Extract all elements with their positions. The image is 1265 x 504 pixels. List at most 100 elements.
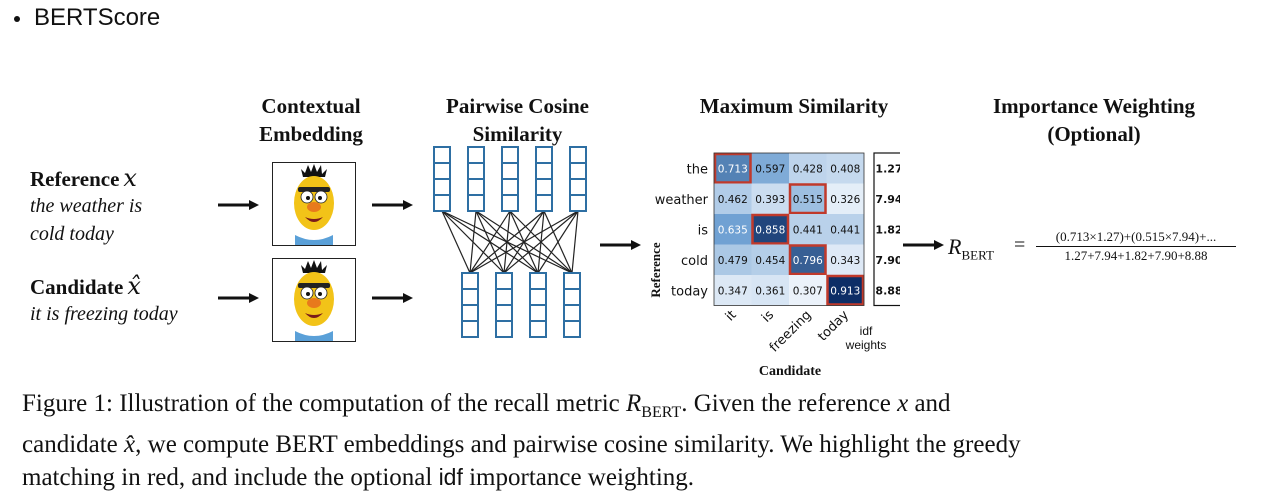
formula-numerator: (0.713×1.27)+(0.515×7.94)+... xyxy=(1036,228,1236,247)
similarity-edge xyxy=(469,210,477,274)
max-similarity-heatmap: 0.713 0.597 0.428 0.408 the 0.462 0.393 0.515 0.… xyxy=(648,152,900,379)
heatmap-cell xyxy=(714,275,752,306)
embedding-cell-reference xyxy=(535,178,553,196)
header-maximum-similarity: Maximum Similarity xyxy=(676,92,912,120)
pairwise-network-diagram xyxy=(433,146,587,338)
bert-face-icon xyxy=(294,164,334,245)
heatmap-frame xyxy=(713,152,865,306)
embedding-cell-candidate xyxy=(529,304,547,322)
caption-line-3: matching in red, and include the optiona… xyxy=(22,461,1257,494)
embedding-cell-reference xyxy=(433,146,451,164)
heatmap-col-tick: is xyxy=(759,308,777,326)
heatmap-cell xyxy=(751,214,789,245)
bullet-item: BERTScore xyxy=(14,4,160,32)
caption-line-1: Figure 1: Illustration of the computatio… xyxy=(22,388,1257,429)
embedding-cell-reference xyxy=(467,194,485,212)
embedding-cell-reference xyxy=(433,178,451,196)
formula-lhs-subscript: BERT xyxy=(961,247,994,263)
caption-rbert-symbol: R xyxy=(626,390,642,417)
heatmap-col-tick: freezing xyxy=(767,308,815,356)
caption-line2-a: candidate xyxy=(22,431,125,458)
heatmap-col-tick: it xyxy=(723,308,740,325)
heatmap-xlabel: Candidate xyxy=(759,364,821,379)
embedding-cell-candidate xyxy=(529,288,547,306)
idf-weight-value: 1.27 xyxy=(875,162,900,175)
embedding-cell-reference xyxy=(535,194,553,212)
embedding-cell-reference xyxy=(467,178,485,196)
caption-line3-b: importance weighting. xyxy=(462,464,695,491)
heatmap-value-label: 0.462 xyxy=(718,194,748,206)
bullet-text: BERTScore xyxy=(34,4,161,31)
embedding-cell-candidate xyxy=(495,288,513,306)
caption-x-symbol: x xyxy=(897,390,909,417)
embedding-cell-reference xyxy=(501,162,519,180)
embedding-cell-candidate xyxy=(461,272,479,290)
similarity-edge xyxy=(503,210,579,274)
similarity-edge xyxy=(571,210,579,274)
bullet-dot xyxy=(14,15,20,22)
caption-rbert-subscript: BERT xyxy=(641,404,682,421)
embedding-cell-reference xyxy=(501,194,519,212)
heatmap-value-label: 0.515 xyxy=(793,194,823,206)
heatmap-value-label: 0.347 xyxy=(718,285,748,297)
header-contextual-embedding: Contextual Embedding xyxy=(236,92,386,148)
idf-weights-column xyxy=(873,152,900,307)
heatmap-cell xyxy=(714,214,752,245)
embedding-cell-candidate xyxy=(461,288,479,306)
heatmap-value-label: 0.408 xyxy=(830,163,860,175)
figure-caption: Figure 1: Illustration of the computatio… xyxy=(22,388,1257,494)
formula-equals: = xyxy=(1014,234,1026,256)
embedding-cell-reference xyxy=(467,162,485,180)
heatmap-value-label: 0.361 xyxy=(755,285,785,297)
reference-embedding-vectors xyxy=(433,146,587,212)
heatmap-value-label: 0.913 xyxy=(830,285,860,297)
caption-line1-b: . Given the reference xyxy=(681,390,898,417)
heatmap-row-tick: today xyxy=(671,284,708,299)
bert-face-icon xyxy=(294,260,334,341)
greedy-match-highlight xyxy=(788,183,827,215)
bert-embedding-image-reference xyxy=(272,162,356,246)
header-pairwise-similarity: Pairwise Cosine Similarity xyxy=(420,92,615,148)
candidate-label: Candidate xyxy=(30,275,124,299)
bert-embedding-image-candidate xyxy=(272,258,356,342)
reference-text-line1: the weather is xyxy=(30,195,143,217)
heatmap-value-label: 0.479 xyxy=(718,255,748,267)
heatmap-value-label: 0.441 xyxy=(793,224,823,236)
similarity-edge xyxy=(469,210,545,274)
heatmap-value-label: 0.428 xyxy=(793,163,823,175)
reference-block: Reference x the weather is cold today xyxy=(30,164,142,248)
embedding-cell-candidate xyxy=(529,272,547,290)
heatmap-row-tick: is xyxy=(698,223,709,238)
embedding-cell-reference xyxy=(501,178,519,196)
embedding-cell-candidate xyxy=(563,304,581,322)
greedy-match-highlight xyxy=(713,152,752,184)
heatmap-cell xyxy=(789,214,827,245)
heatmap-grid: 0.713 0.597 0.428 0.408 the 0.462 0.393 0.515 0.… xyxy=(655,152,900,356)
heatmap-cell xyxy=(751,153,789,184)
similarity-edge xyxy=(469,210,579,274)
idf-label-line1: idf xyxy=(860,324,873,338)
caption-xhat-symbol: x̂ xyxy=(124,431,136,458)
embedding-cell-candidate xyxy=(563,320,581,338)
heatmap-cell xyxy=(714,244,752,275)
heatmap-row-tick: weather xyxy=(655,193,709,208)
candidate-symbol: x̂ xyxy=(127,272,141,300)
heatmap-value-label: 0.393 xyxy=(755,194,785,206)
idf-weight-value: 8.88 xyxy=(875,284,900,297)
embedding-cell-reference xyxy=(569,178,587,196)
similarity-edge xyxy=(469,210,511,274)
heatmap-cell xyxy=(826,275,864,306)
heatmap-cell xyxy=(714,153,752,184)
header-maxsim-line: Maximum Similarity xyxy=(699,94,889,118)
heatmap-value-label: 0.796 xyxy=(793,255,823,267)
embedding-cell-candidate xyxy=(563,288,581,306)
heatmap-cell xyxy=(826,244,864,275)
heatmap-cell xyxy=(789,153,827,184)
heatmap-cell xyxy=(789,183,827,214)
reference-text-line2: cold today xyxy=(30,223,114,245)
header-pairwise-line1: Pairwise Cosine xyxy=(446,94,589,118)
embedding-cell-candidate xyxy=(495,304,513,322)
embedding-cell-candidate xyxy=(461,304,479,322)
candidate-embedding-vectors xyxy=(461,272,581,338)
heatmap-row-tick: the xyxy=(687,162,708,177)
